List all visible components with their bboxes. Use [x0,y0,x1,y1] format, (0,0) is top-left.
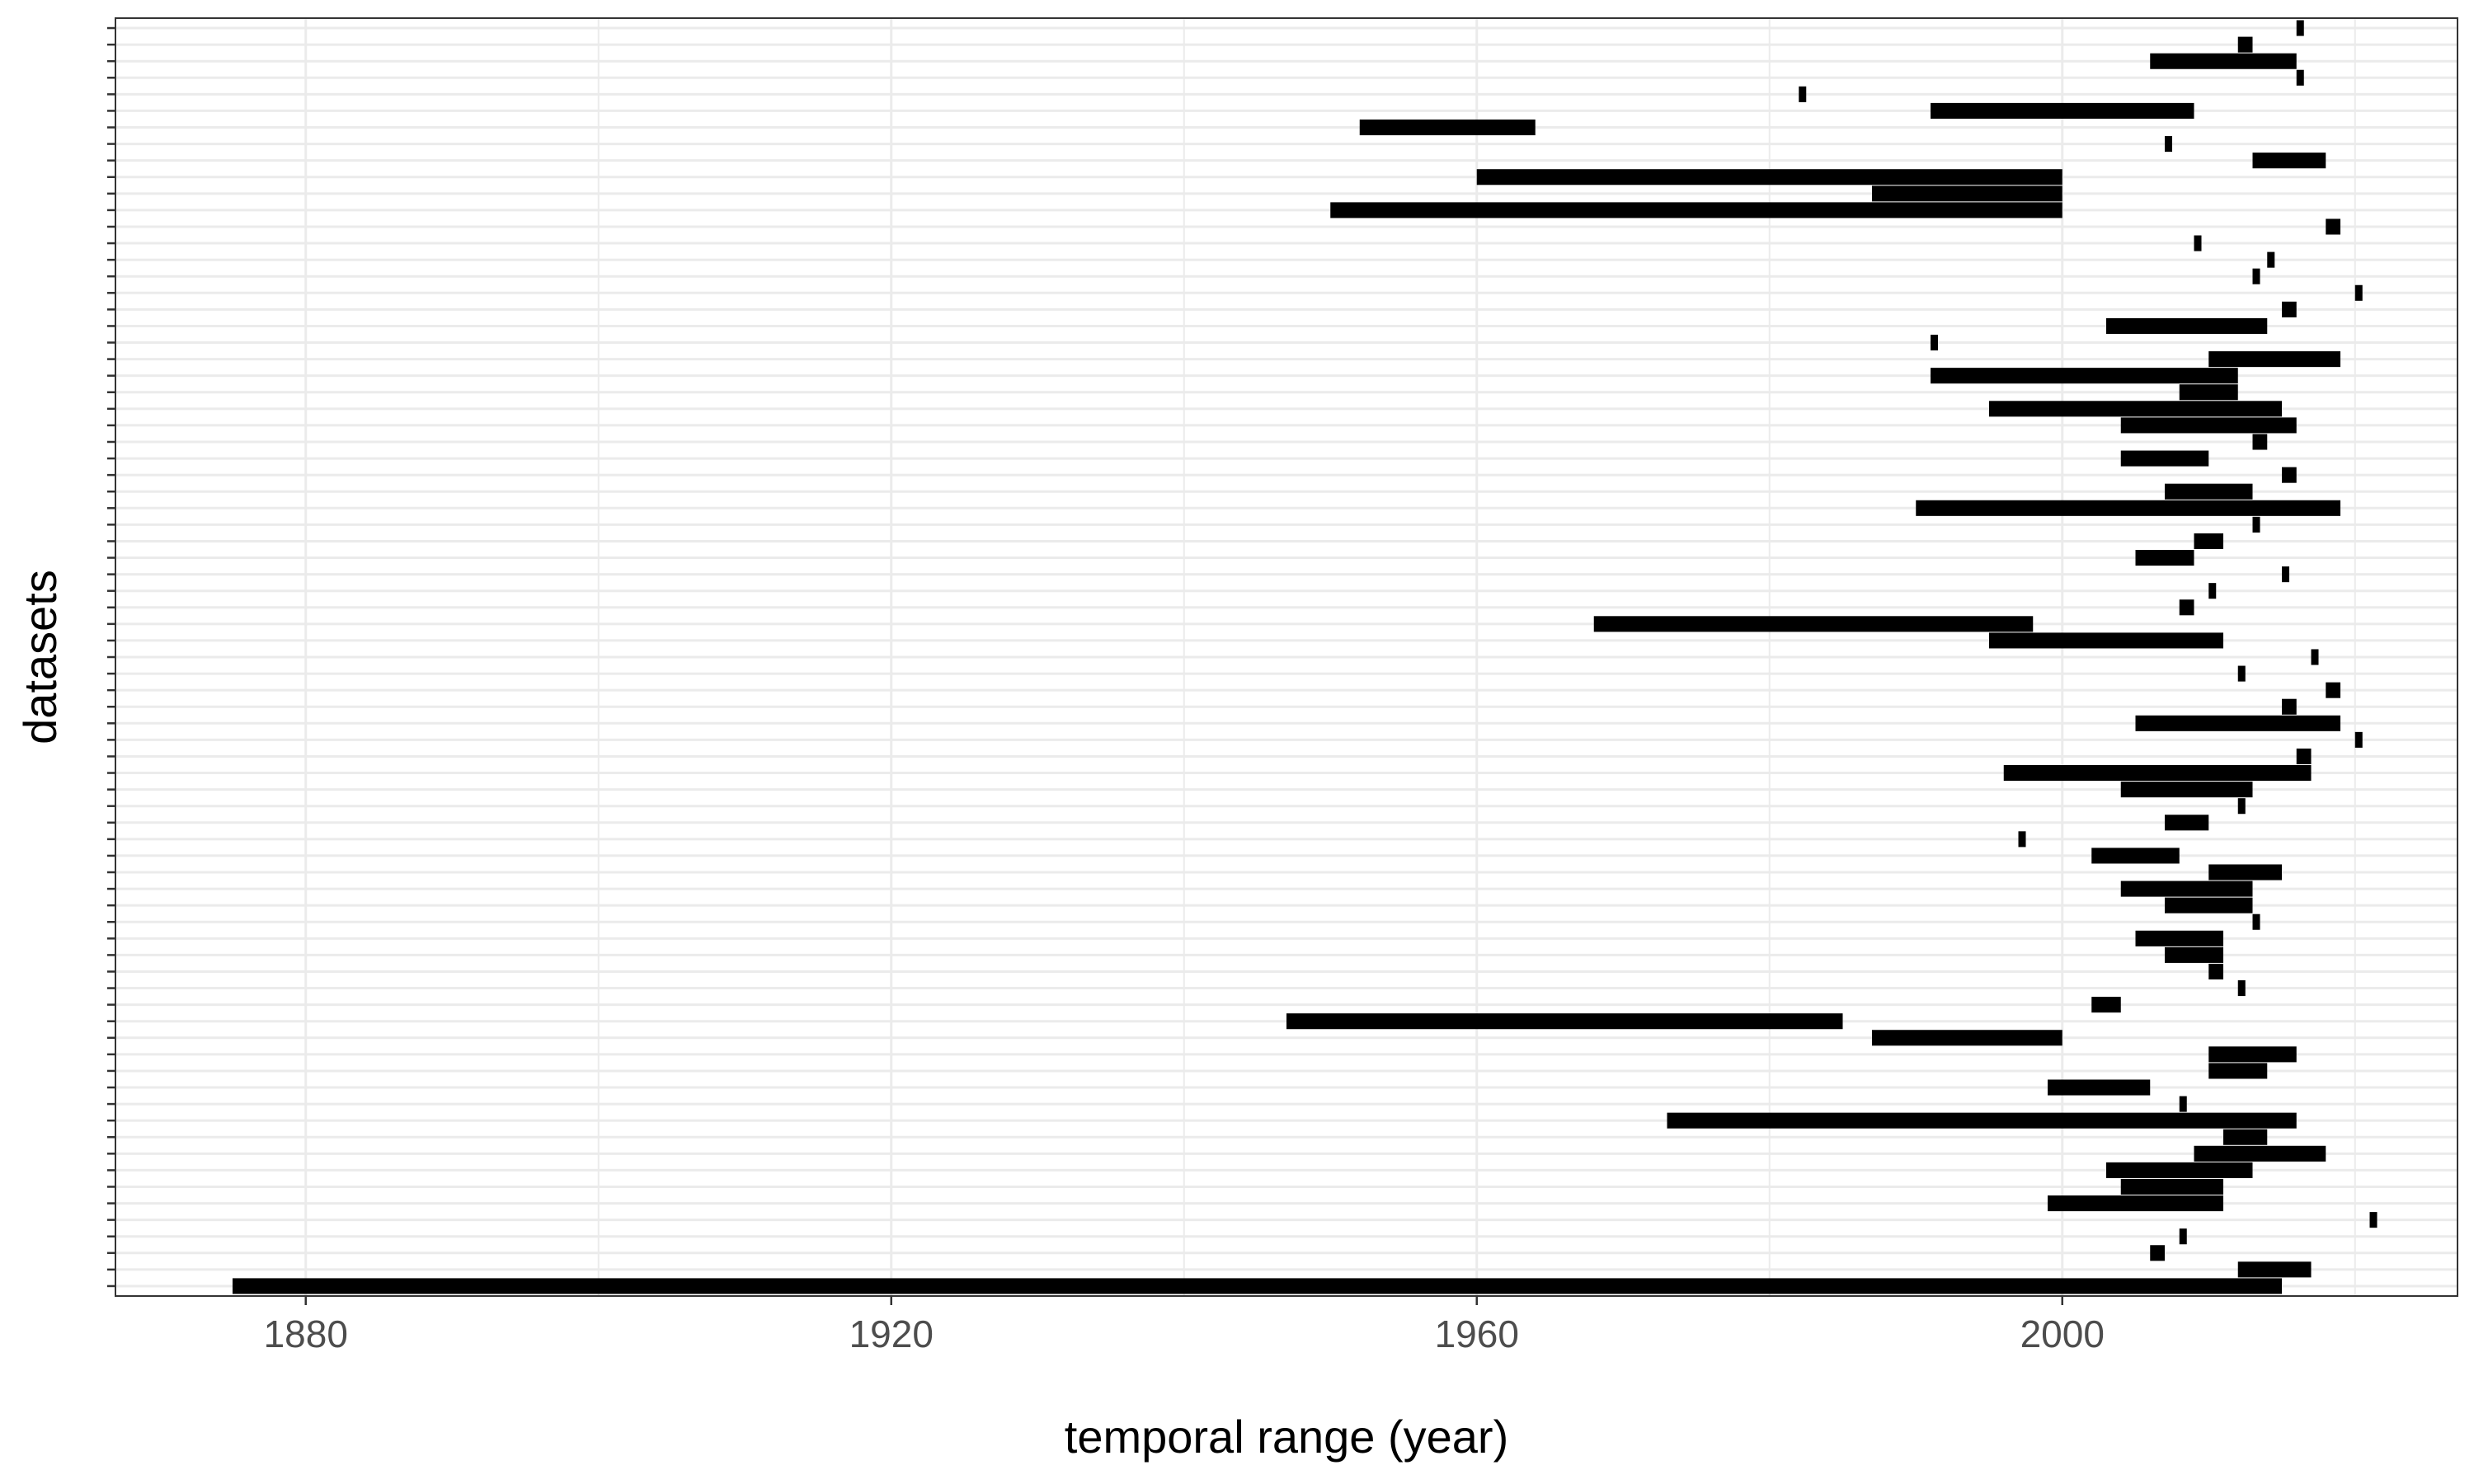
dataset-range-bar [2194,235,2202,251]
dataset-range-bar [1330,202,2062,218]
dataset-range-bar [2003,765,2312,782]
dataset-range-bar [1359,119,1536,136]
dataset-range-bar [2296,748,2312,765]
dataset-range-bar [2208,351,2340,368]
dataset-range-bar [1872,186,2062,202]
gridlines [115,18,2458,1296]
dataset-range-bar [2208,1063,2268,1079]
x-tick-label: 1920 [849,1313,934,1355]
dataset-range-bar [2194,1145,2326,1162]
dataset-range-bar [2048,1195,2223,1212]
dataset-range-bar [2208,963,2223,980]
dataset-range-bar [2237,798,2246,815]
dataset-range-bar [2150,1245,2165,1261]
dataset-range-bar [2252,153,2326,169]
dataset-range-bar [1989,401,2282,417]
dataset-range-bar [2282,301,2297,317]
dataset-range-bar [2179,1228,2187,1245]
dataset-range-bar [2208,583,2217,599]
dataset-range-bar [2282,566,2289,583]
dataset-range-bar [2296,20,2304,36]
dataset-range-bar [1667,1112,2297,1129]
dataset-range-bar [2165,483,2253,500]
dataset-range-bar [1989,632,2223,649]
dataset-range-bar [2237,1261,2312,1278]
dataset-range-bar [2267,251,2275,268]
dataset-range-bar [2369,1212,2378,1228]
dataset-range-bar [2208,864,2282,881]
x-tick-label: 1960 [1435,1313,1519,1355]
dataset-range-bar [1872,1030,2062,1046]
dataset-range-bar [2120,450,2209,467]
dataset-range-bar [2282,467,2297,483]
dataset-range-bar [1286,1013,1843,1030]
dataset-range-bar [233,1278,2282,1294]
dataset-range-bar [2326,682,2340,698]
dataset-range-bar [1931,368,2238,384]
dataset-range-bar [2120,881,2253,897]
dataset-range-bar [2252,516,2260,533]
dataset-range-bar [2106,317,2268,334]
axes: 1880 1920 1960 2000 [107,26,2105,1355]
range-bars [233,20,2378,1294]
dataset-range-bar [1476,169,2062,186]
dataset-range-bar [2237,665,2246,682]
x-tick-label: 2000 [2020,1313,2105,1355]
dataset-range-bar [2179,1096,2187,1112]
dataset-range-bar [2165,946,2223,963]
x-tick-label: 1880 [264,1313,348,1355]
dataset-range-bar [1593,616,2034,632]
dataset-range-bar [1916,500,2340,516]
dataset-range-bar [2179,599,2194,616]
dataset-range-bar [2106,1162,2253,1178]
dataset-range-bar [2326,218,2340,235]
dataset-range-bar [2237,36,2253,53]
dataset-range-bar [2135,715,2340,731]
dataset-range-bar [2091,848,2180,864]
dataset-range-bar [2194,533,2223,549]
x-axis-title: temporal range (year) [1065,1411,1508,1463]
dataset-range-bar [2018,831,2026,848]
dataset-range-bar [2296,69,2304,86]
dataset-range-bar [2165,897,2253,913]
dataset-range-bar [1799,86,1807,102]
dataset-range-bar [2165,815,2209,831]
dataset-range-bar [2135,930,2223,946]
dataset-range-bar [2048,1079,2151,1096]
dataset-range-bar [2150,53,2297,69]
dataset-range-bar [2165,136,2172,153]
dataset-range-bar [2354,731,2363,748]
dataset-range-bar [2223,1129,2268,1145]
dataset-range-bar [2252,913,2260,930]
dataset-range-bar [2120,782,2253,798]
dataset-range-bar [2252,268,2260,284]
dataset-range-bar [2120,417,2297,434]
dataset-range-bar [2135,549,2194,566]
dataset-range-bar [2179,384,2238,401]
dataset-range-bar [2311,649,2319,665]
dataset-range-bar [2237,980,2246,997]
dataset-range-bar [2120,1178,2223,1195]
dataset-range-bar [2252,434,2268,450]
dataset-range-bar [2354,284,2363,301]
dataset-range-bar [2091,997,2121,1013]
dataset-range-bar [1931,102,2194,119]
dataset-range-bar [2282,698,2297,715]
dataset-range-bar [1931,334,1938,351]
dataset-range-bar [2208,1046,2297,1063]
y-axis-title: datasets [14,570,66,744]
